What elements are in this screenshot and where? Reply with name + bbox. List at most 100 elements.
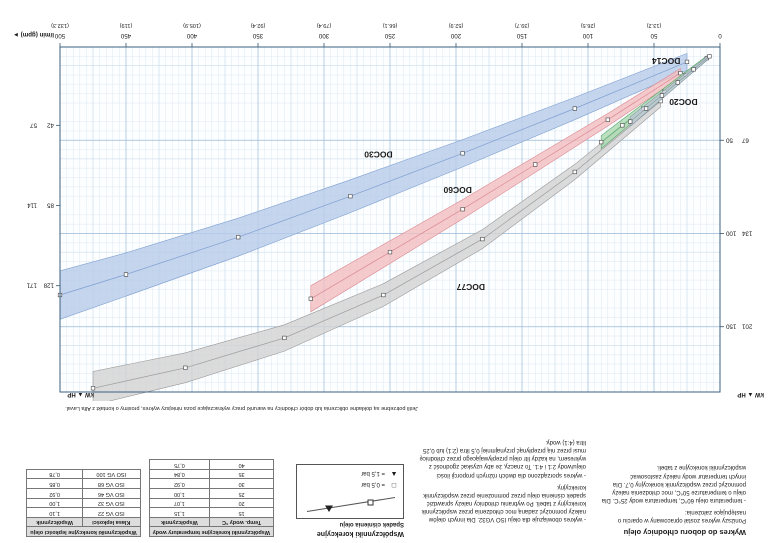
- svg-text:0: 0: [718, 32, 722, 39]
- legend-item-label: = 0,5 bar: [361, 481, 385, 488]
- curve-marker: [605, 117, 610, 122]
- pressure-drop-legend: □ = 0,5 bar ▲ = 1,5 bar: [296, 464, 404, 519]
- table-row: 30 0,92: [149, 478, 274, 489]
- curve-marker: [691, 67, 696, 72]
- svg-text:(132.3): (132.3): [51, 22, 69, 28]
- table-caption: Współczynniki korekcyjne temperatury wod…: [149, 526, 274, 537]
- svg-text:201: 201: [741, 323, 752, 330]
- column-header: Współczynnik: [149, 517, 210, 527]
- svg-text:(26.5): (26.5): [581, 22, 596, 28]
- curve-marker: [572, 169, 577, 175]
- curve-marker: [620, 123, 625, 128]
- curve-marker: [599, 140, 604, 145]
- series-label-DOC20: DOC20: [669, 97, 698, 107]
- svg-text:(119): (119): [120, 22, 133, 28]
- curve-marker: [387, 250, 393, 255]
- column-header: Klasa lepkości: [82, 517, 141, 527]
- svg-text:(52.9): (52.9): [449, 22, 464, 28]
- intro-paragraph: - temperatura oleju 60°C, temperatura wo…: [601, 464, 746, 503]
- table-row: ISO VG 32 1,00: [26, 498, 141, 508]
- svg-text:42: 42: [47, 121, 54, 128]
- table-caption: Współczynniki korekcyjne lepkości oleju: [26, 526, 141, 537]
- footnote: Jeśli potrzebne są dokładne obliczenia l…: [65, 405, 418, 411]
- svg-text:(105.9): (105.9): [183, 22, 201, 28]
- x-axis: 0 50 (13.2) 100 (26.5) 150 (39.7) 200 (52.9) 250 (…: [13, 22, 722, 47]
- intro-column-2: - wykres obowiązuje dla oleju ISO VG32. …: [416, 403, 586, 537]
- legend-item: □ = 0,5 bar: [301, 479, 399, 490]
- table-row: 15 1,15: [149, 507, 274, 518]
- svg-text:57: 57: [30, 121, 37, 128]
- table-row: ISO VG 68 0,85: [26, 478, 141, 489]
- curve-marker: [628, 119, 633, 124]
- square-marker-icon: □: [391, 481, 397, 488]
- curve-marker: [707, 54, 712, 59]
- triangle-marker-icon: [325, 505, 333, 512]
- curve-marker: [643, 106, 649, 111]
- correction-table: Współczynniki korekcyjne temperatury wod…: [148, 459, 274, 537]
- correction-tables-column: Współczynniki korekcyjne temperatury wod…: [14, 403, 274, 537]
- legend-item-label: = 1,5 bar: [361, 470, 385, 477]
- correction-factors-column: Współczynniki korekcyjne Spadek ciśnieni…: [286, 403, 404, 537]
- svg-text:50: 50: [650, 32, 657, 39]
- correction-heading: Współczynniki korekcyjne: [316, 530, 404, 537]
- intro-column-1: Wykres do doboru chłodnicy oleju Poniższ…: [598, 403, 746, 537]
- y-axis-right: 42 57 85 114 128 171 kW ▲ HP: [26, 121, 94, 397]
- curve-marker: [348, 194, 353, 199]
- series-label-DOC77: DOC77: [456, 282, 485, 292]
- svg-text:250: 250: [384, 32, 395, 39]
- x-axis-title: l/min (gpm) ►: [13, 31, 54, 38]
- curve-marker: [460, 151, 465, 156]
- series-DOC30: DOC30: [57, 52, 690, 320]
- svg-text:(79.4): (79.4): [317, 22, 332, 28]
- series-label-DOC30: DOC30: [364, 149, 393, 159]
- svg-text:(66.1): (66.1): [383, 22, 398, 28]
- curve-marker: [282, 335, 287, 341]
- svg-text:400: 400: [186, 32, 197, 39]
- legend-item: ▲ = 1,5 bar: [301, 468, 399, 479]
- curve-marker: [381, 292, 386, 298]
- curve-marker: [90, 386, 96, 391]
- curve-marker: [236, 235, 241, 240]
- svg-text:450: 450: [120, 32, 131, 39]
- curve-marker: [480, 236, 485, 242]
- curve-marker: [460, 207, 465, 212]
- triangle-marker-icon: ▲: [390, 470, 398, 477]
- curve-marker: [572, 106, 577, 111]
- series-DOC14: DOC14: [628, 54, 712, 127]
- svg-text:150: 150: [725, 323, 736, 330]
- table-row: 40 0,75: [149, 459, 274, 470]
- series-label-DOC60: DOC60: [443, 185, 472, 195]
- table-row: 35 0,84: [149, 469, 274, 479]
- y-axis-left: 50 67 100 134 150 201 kW ▲ HP: [720, 136, 764, 397]
- cooler-selection-chart-svg: DOC77 DOC30 DOC60 DOC20 DOC14 0 50 (13.2) 100 (26…: [13, 22, 764, 406]
- intro-paragraph: - wykres sporządzono dla dwóch różnych p…: [419, 439, 586, 478]
- table-row: ISO VG 100 0,78: [26, 469, 141, 479]
- series-label-DOC14: DOC14: [652, 56, 681, 66]
- svg-text:128: 128: [43, 282, 54, 289]
- correction-tables: Współczynniki korekcyjne temperatury wod…: [14, 459, 274, 537]
- curve-marker: [678, 71, 683, 76]
- svg-text:50: 50: [725, 136, 732, 143]
- svg-text:300: 300: [318, 32, 329, 39]
- curve-marker: [675, 80, 680, 85]
- svg-text:100: 100: [725, 229, 736, 236]
- column-header: Temp. wody °C: [209, 517, 274, 527]
- table-row: ISO VG 46 0,92: [26, 488, 141, 499]
- curve-marker: [659, 93, 665, 98]
- y-axis-right-title: kW ▲ HP: [67, 391, 94, 397]
- series-DOC77: DOC77: [90, 94, 663, 406]
- curve-marker: [308, 296, 313, 301]
- intro-paragraph: Poniższy wykres został opracowany w opar…: [617, 508, 746, 523]
- pressure-drop-diagram: [306, 497, 396, 512]
- series-DOC60: DOC60: [308, 67, 683, 313]
- svg-text:350: 350: [252, 32, 263, 39]
- svg-text:100: 100: [582, 32, 593, 39]
- intro-paragraph: - wykres obowiązuje dla oleju ISO VG32. …: [421, 483, 586, 522]
- curve-marker: [533, 162, 538, 167]
- svg-text:171: 171: [26, 282, 37, 289]
- svg-text:(13.2): (13.2): [647, 22, 662, 28]
- curve-marker: [123, 272, 129, 277]
- svg-text:(39.7): (39.7): [515, 22, 530, 28]
- table-row: 20 1,07: [149, 498, 274, 508]
